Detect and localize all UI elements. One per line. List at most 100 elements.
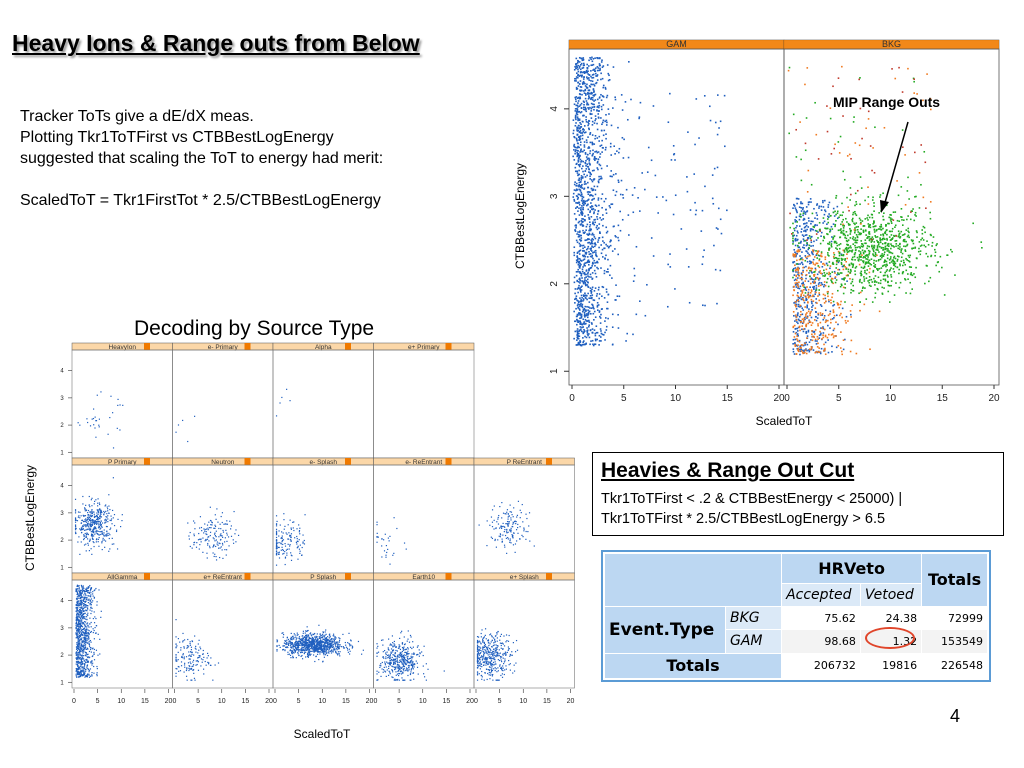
data-point xyxy=(78,657,80,660)
data-point xyxy=(574,110,577,112)
data-point xyxy=(580,177,583,179)
data-point xyxy=(514,551,516,553)
data-point xyxy=(809,314,811,317)
data-point xyxy=(799,313,802,316)
data-point xyxy=(823,199,826,202)
data-point xyxy=(855,233,858,236)
data-point xyxy=(87,656,90,658)
data-point xyxy=(795,197,798,200)
data-point xyxy=(578,335,581,338)
data-point xyxy=(797,305,800,308)
data-point xyxy=(593,251,595,253)
data-point xyxy=(867,256,869,258)
panel-label: Neutron xyxy=(211,459,235,466)
data-point xyxy=(106,508,109,510)
data-point xyxy=(885,260,888,263)
data-point xyxy=(602,95,604,98)
data-point xyxy=(575,76,578,78)
data-point xyxy=(589,221,591,224)
data-point xyxy=(869,267,871,270)
data-point xyxy=(827,319,829,322)
data-point xyxy=(844,287,847,289)
data-point xyxy=(827,218,829,220)
data-point xyxy=(81,633,83,635)
data-point xyxy=(575,295,578,297)
data-point xyxy=(583,263,586,265)
data-point xyxy=(580,286,582,289)
data-point xyxy=(278,553,280,555)
data-point xyxy=(586,305,588,308)
data-point xyxy=(591,328,594,330)
data-point xyxy=(809,237,812,240)
data-point xyxy=(589,343,591,346)
data-point xyxy=(602,286,605,289)
data-point xyxy=(79,606,81,608)
data-point xyxy=(92,655,94,657)
data-point xyxy=(832,282,834,285)
data-point xyxy=(830,225,833,228)
data-point xyxy=(842,265,844,268)
data-point xyxy=(216,543,218,545)
data-point xyxy=(84,639,87,641)
data-point xyxy=(81,671,83,673)
data-point xyxy=(862,251,865,254)
data-point xyxy=(847,239,850,241)
data-point xyxy=(810,290,813,292)
data-point xyxy=(222,531,225,533)
data-point xyxy=(850,339,853,342)
data-point xyxy=(807,301,809,303)
data-point xyxy=(795,254,797,257)
data-point xyxy=(96,509,98,511)
data-point xyxy=(811,306,813,308)
data-point xyxy=(574,79,576,82)
data-point xyxy=(599,69,601,71)
data-point xyxy=(509,538,511,540)
data-point xyxy=(873,262,875,264)
data-point xyxy=(582,108,585,111)
data-point xyxy=(581,220,584,223)
data-point xyxy=(797,296,800,298)
data-point xyxy=(792,254,795,257)
data-point xyxy=(91,553,93,555)
data-point xyxy=(832,252,835,254)
data-point xyxy=(840,257,843,260)
data-point xyxy=(852,243,855,245)
data-point xyxy=(90,520,92,522)
data-point xyxy=(854,246,857,249)
data-point xyxy=(111,509,114,512)
data-point xyxy=(854,223,856,226)
data-point xyxy=(633,186,636,189)
data-point xyxy=(833,270,836,273)
data-point xyxy=(827,215,829,218)
data-point xyxy=(578,202,581,204)
data-point xyxy=(810,277,813,280)
data-point xyxy=(596,306,599,308)
data-point xyxy=(573,254,576,257)
data-point xyxy=(793,274,796,276)
data-point xyxy=(525,530,527,533)
data-point xyxy=(593,245,596,248)
data-point xyxy=(838,268,841,271)
data-point xyxy=(833,235,836,238)
data-point xyxy=(806,315,809,318)
data-point xyxy=(88,528,90,530)
data-point xyxy=(910,266,913,268)
data-point xyxy=(575,274,578,277)
data-point xyxy=(579,111,582,114)
data-point xyxy=(516,516,518,518)
data-point xyxy=(907,67,909,70)
data-point xyxy=(289,400,291,402)
data-point xyxy=(101,530,103,532)
x-tick-label: 10 xyxy=(670,393,682,404)
data-point xyxy=(107,510,109,512)
data-point xyxy=(588,77,590,79)
data-point xyxy=(810,310,812,313)
data-point xyxy=(877,241,879,244)
data-point xyxy=(808,321,811,324)
data-point xyxy=(109,519,111,521)
data-point xyxy=(844,301,846,303)
data-point xyxy=(853,222,855,225)
data-point xyxy=(885,265,887,268)
data-point xyxy=(628,61,630,63)
data-point xyxy=(811,347,813,349)
